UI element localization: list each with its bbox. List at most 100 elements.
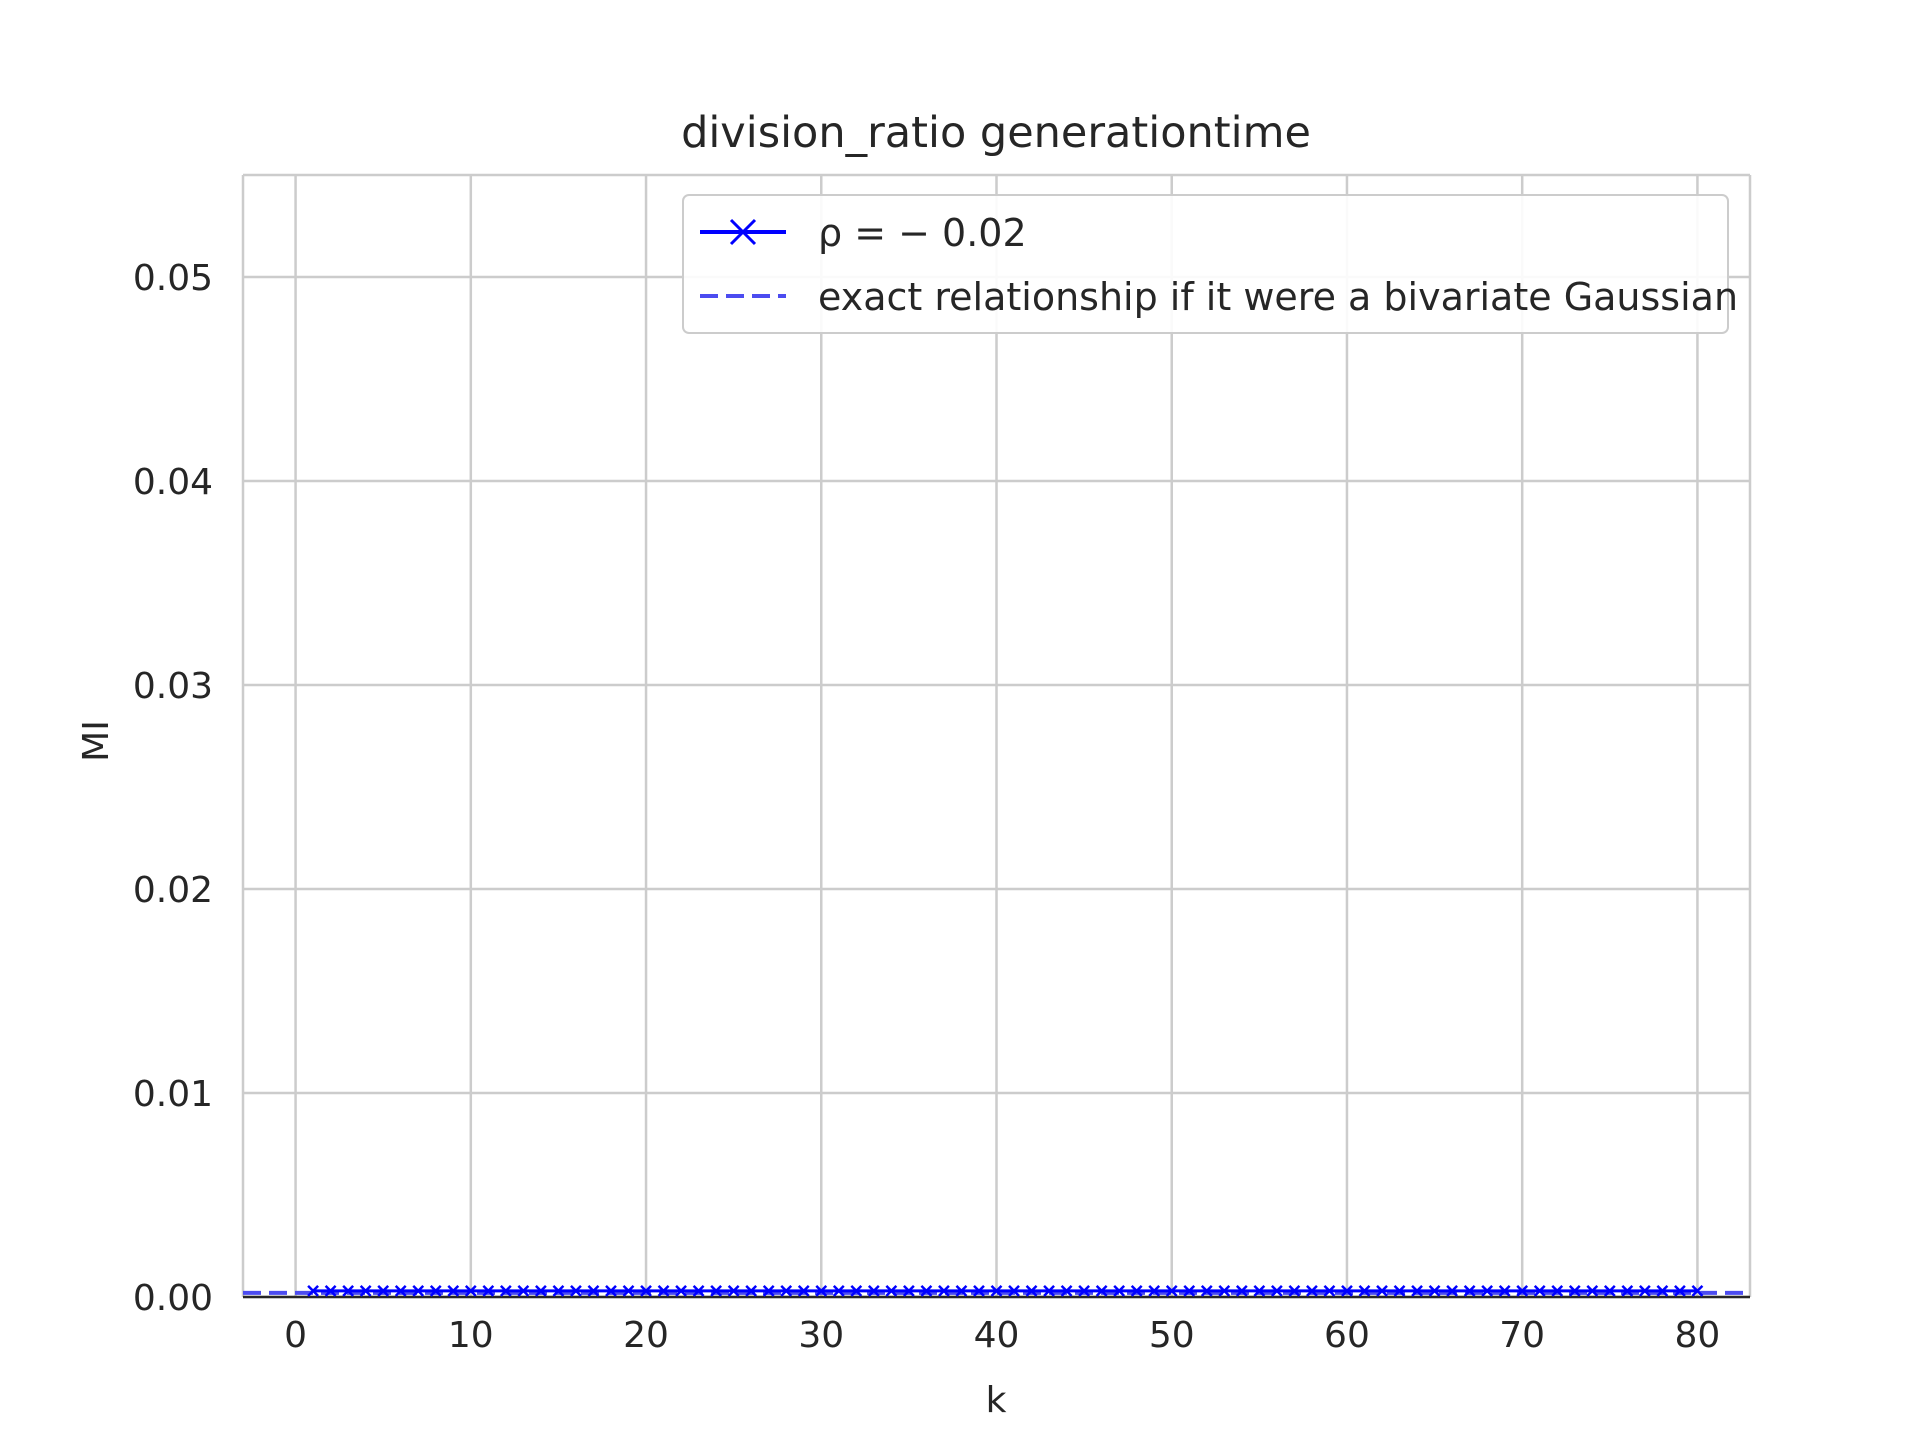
mi-series-point	[657, 1284, 670, 1297]
mi-series-point	[745, 1284, 758, 1297]
legend: ρ = − 0.02 exact relationship if it were …	[682, 194, 1738, 334]
grid	[243, 175, 1750, 1299]
mi-series-point	[1358, 1284, 1371, 1297]
mi-series-point	[1691, 1284, 1704, 1297]
mi-series-point	[640, 1284, 652, 1297]
mi-series-point	[1095, 1284, 1108, 1297]
mi-series-point	[1323, 1284, 1336, 1297]
mi-series-point	[1008, 1284, 1020, 1297]
mi-series-point	[394, 1284, 407, 1297]
mi-series-point	[1603, 1284, 1616, 1297]
mi-series-point	[1674, 1284, 1686, 1297]
mi-series-point	[1253, 1284, 1266, 1297]
mi-series-point	[780, 1284, 793, 1297]
y-tick-label: 0.00	[133, 1278, 213, 1319]
mi-series-point	[815, 1284, 828, 1297]
mi-series-point	[1060, 1284, 1073, 1297]
mi-series-point	[973, 1284, 985, 1297]
mi-series-point	[1656, 1284, 1669, 1297]
mi-series-point	[832, 1284, 845, 1297]
mi-series-point	[587, 1284, 600, 1297]
mi-series-point	[955, 1284, 968, 1297]
y-tick-label: 0.02	[133, 870, 213, 911]
mi-series-point	[1078, 1284, 1091, 1297]
mi-series-point	[464, 1284, 477, 1297]
legend-box	[682, 194, 1729, 334]
mi-series-point	[1428, 1284, 1441, 1297]
mi-series-point	[622, 1284, 635, 1297]
legend-marker-series	[729, 218, 757, 246]
y-tick-label: 0.03	[133, 666, 213, 707]
x-tick-label: 70	[1499, 1315, 1545, 1356]
mi-series-point	[885, 1284, 898, 1297]
mi-series-point	[867, 1284, 880, 1297]
x-tick-label: 60	[1324, 1315, 1370, 1356]
mi-series-point	[1270, 1284, 1283, 1297]
legend-label-series: ρ = − 0.02	[818, 211, 1027, 255]
mi-series-point	[938, 1284, 950, 1297]
x-axis-label: k	[986, 1380, 1007, 1421]
mi-series-point	[1551, 1284, 1564, 1297]
mi-series-point	[552, 1284, 565, 1297]
mi-series-point	[482, 1284, 495, 1297]
mi-series-point	[535, 1284, 547, 1297]
mi-series-point	[447, 1284, 460, 1297]
x-tick-labels: 0 10 20 30 40 50 60 70 80	[284, 1315, 1720, 1356]
mi-series-point	[1533, 1284, 1546, 1297]
mi-series-point	[762, 1284, 775, 1297]
mi-series-point	[412, 1284, 425, 1297]
mi-series-point	[1306, 1284, 1318, 1297]
mi-series-point	[1113, 1284, 1126, 1297]
mi-series-point	[1498, 1284, 1511, 1297]
mi-series-point	[1341, 1284, 1353, 1297]
mi-series-point	[1568, 1284, 1581, 1297]
mi-series-point	[1446, 1284, 1458, 1297]
mi-series-point	[1411, 1284, 1423, 1297]
y-tick-label: 0.05	[133, 258, 213, 299]
mi-series-point	[990, 1284, 1003, 1297]
mi-series-point	[903, 1284, 915, 1297]
axes-spines	[241, 173, 1752, 1299]
mi-series-point	[1638, 1284, 1651, 1297]
mi-series-point	[1148, 1284, 1161, 1297]
mi-series-point	[377, 1284, 390, 1297]
mi-series-point	[1586, 1284, 1599, 1297]
x-tick-label: 30	[798, 1315, 844, 1356]
mi-series-point	[1376, 1284, 1388, 1297]
mi-series-point	[1393, 1284, 1406, 1297]
mi-series-point	[1165, 1284, 1178, 1297]
x-tick-label: 0	[284, 1315, 307, 1356]
mi-series-point	[1183, 1284, 1196, 1297]
mi-series-point	[1130, 1284, 1143, 1297]
y-axis-label: MI	[76, 720, 117, 762]
mi-series-point	[692, 1284, 705, 1297]
x-tick-label: 10	[448, 1315, 494, 1356]
x-tick-label: 20	[623, 1315, 669, 1356]
mi-series-point	[1025, 1284, 1038, 1297]
y-tick-labels: 0.00 0.01 0.02 0.03 0.04 0.05	[133, 258, 213, 1319]
mi-series-point	[675, 1284, 687, 1297]
legend-label-gaussian: exact relationship if it were a bivariat…	[818, 275, 1738, 319]
mi-series-point	[570, 1284, 582, 1297]
mi-series-point	[499, 1284, 512, 1297]
mi-series-point	[727, 1284, 740, 1297]
mi-series-point	[1043, 1284, 1055, 1297]
series-layer	[243, 1284, 1750, 1297]
mi-series-point	[797, 1284, 810, 1297]
x-tick-label: 80	[1675, 1315, 1721, 1356]
x-tick-label: 40	[974, 1315, 1020, 1356]
mi-series-point	[359, 1284, 372, 1297]
mi-series-point	[324, 1284, 337, 1297]
mi-series-point	[1621, 1284, 1634, 1297]
mi-series-point	[1481, 1284, 1494, 1297]
mi-series-point	[1218, 1284, 1231, 1297]
chart-title: division_ratio generationtime	[681, 108, 1311, 158]
mi-series-point	[1288, 1284, 1301, 1297]
mi-series-point	[429, 1284, 442, 1297]
mi-series-point	[342, 1284, 355, 1297]
mi-series-point	[850, 1284, 863, 1297]
y-tick-label: 0.04	[133, 462, 213, 503]
mi-series-point	[517, 1284, 530, 1297]
mi-series-point	[1463, 1284, 1476, 1297]
